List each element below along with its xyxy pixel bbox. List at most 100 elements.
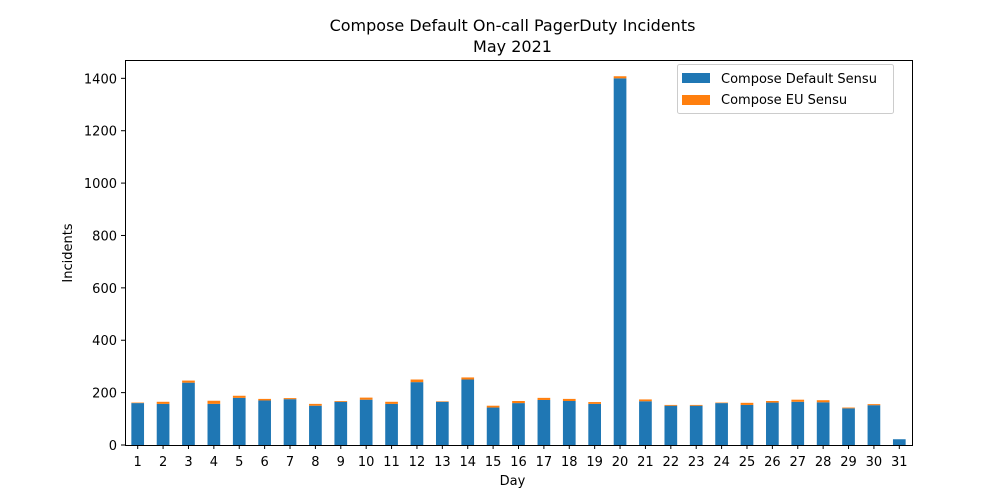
bar-default-sensu-day-5 (232, 397, 246, 445)
x-tick-label: 23 (688, 455, 705, 470)
bar-default-sensu-day-28 (816, 402, 830, 445)
legend-frame (677, 64, 894, 114)
x-tick-label: 7 (286, 455, 294, 470)
bar-default-sensu-day-3 (182, 382, 195, 445)
bar-default-sensu-day-2 (156, 403, 170, 445)
x-tick-label: 25 (739, 455, 756, 470)
bar-eu-sensu-day-30 (867, 404, 881, 406)
legend-swatch-eu-sensu (682, 95, 710, 105)
bar-eu-sensu-day-29 (842, 407, 855, 409)
plot-frame (125, 60, 913, 446)
x-tick-label: 29 (840, 455, 857, 470)
bar-eu-sensu-day-23 (689, 404, 703, 406)
bar-default-sensu-day-7 (283, 399, 297, 445)
x-tick-label: 24 (713, 455, 730, 470)
bar-default-sensu-day-20 (613, 78, 627, 445)
bar-eu-sensu-day-15 (486, 405, 500, 408)
y-tick-label: 200 (92, 387, 117, 402)
y-tick-label: 1400 (84, 72, 117, 87)
bar-default-sensu-day-11 (385, 403, 398, 445)
bar-eu-sensu-day-21 (639, 399, 652, 402)
bar-eu-sensu-day-26 (766, 401, 779, 403)
x-tick-label: 5 (235, 455, 243, 470)
legend: Compose Default Sensu Compose EU Sensu (677, 64, 894, 114)
x-tick-label: 26 (764, 455, 781, 470)
x-tick-label: 12 (409, 455, 426, 470)
bar-default-sensu-day-1 (131, 403, 145, 445)
x-tick-label: 8 (311, 455, 319, 470)
x-tick-label: 30 (866, 455, 883, 470)
bar-default-sensu-day-13 (435, 401, 449, 445)
bar-default-sensu-day-29 (842, 408, 855, 445)
bar-default-sensu-day-21 (639, 401, 652, 445)
x-tick-label: 22 (663, 455, 680, 470)
bar-default-sensu-day-14 (461, 379, 475, 445)
bar-eu-sensu-day-12 (410, 379, 424, 383)
x-tick-label: 1 (134, 455, 142, 470)
bar-default-sensu-day-19 (588, 403, 601, 445)
x-tick-label: 4 (210, 455, 218, 470)
bar-default-sensu-day-8 (309, 405, 322, 445)
bar-eu-sensu-day-8 (309, 403, 322, 406)
x-tick-label: 13 (434, 455, 451, 470)
y-tick-label: 800 (92, 229, 117, 244)
bar-default-sensu-day-6 (258, 400, 271, 445)
bar-default-sensu-day-27 (791, 401, 805, 445)
bar-eu-sensu-day-25 (740, 402, 754, 405)
x-tick-label: 17 (536, 455, 553, 470)
bar-eu-sensu-day-27 (791, 399, 805, 402)
x-tick-label: 2 (159, 455, 167, 470)
legend-label-default-sensu: Compose Default Sensu (721, 72, 877, 87)
bar-default-sensu-day-22 (664, 405, 678, 445)
bar-default-sensu-day-16 (512, 403, 525, 445)
bar-default-sensu-day-24 (715, 403, 728, 445)
bar-default-sensu-day-9 (334, 401, 348, 445)
bar-eu-sensu-day-2 (156, 401, 170, 404)
bar-default-sensu-day-26 (766, 402, 779, 445)
x-tick-label: 20 (612, 455, 629, 470)
bar-default-sensu-day-10 (359, 399, 373, 445)
x-tick-label: 28 (815, 455, 832, 470)
bar-default-sensu-day-15 (486, 407, 500, 445)
bar-eu-sensu-day-1 (131, 402, 145, 404)
x-tick-label: 3 (184, 455, 192, 470)
x-tick-label: 9 (337, 455, 345, 470)
bar-eu-sensu-day-17 (537, 397, 551, 400)
x-tick-label: 31 (891, 455, 908, 470)
bar-eu-sensu-day-9 (334, 401, 348, 402)
x-tick-label: 15 (485, 455, 502, 470)
bar-default-sensu-day-25 (740, 404, 754, 445)
x-axis: 1 2 3 4 5 6 7 8 9 10 11 12 13 14 15 16 17 18 19 20 21 22 23 24 2… (134, 445, 908, 470)
bar-eu-sensu-day-10 (359, 397, 373, 400)
bar-eu-sensu-day-28 (816, 400, 830, 403)
y-tick-label: 1200 (84, 125, 117, 140)
x-tick-label: 18 (561, 455, 578, 470)
bar-default-sensu-day-18 (562, 401, 576, 445)
bar-eu-sensu-day-3 (182, 380, 195, 383)
bar-eu-sensu-day-16 (512, 401, 525, 404)
x-tick-label: 6 (260, 455, 268, 470)
bar-eu-sensu-day-13 (435, 401, 449, 402)
x-tick-label: 10 (358, 455, 375, 470)
bar-eu-sensu-day-22 (664, 404, 678, 406)
bar-default-sensu-day-4 (207, 403, 221, 445)
x-tick-label: 11 (383, 455, 400, 470)
bar-eu-sensu-day-18 (562, 398, 576, 401)
legend-label-eu-sensu: Compose EU Sensu (721, 93, 847, 108)
x-tick-label: 16 (510, 455, 527, 470)
bars-layer (131, 76, 906, 445)
bar-eu-sensu-day-5 (232, 395, 246, 398)
y-tick-label: 400 (92, 334, 117, 349)
x-tick-label: 19 (586, 455, 603, 470)
bar-eu-sensu-day-6 (258, 398, 271, 401)
y-axis-label: Incidents (61, 223, 76, 282)
y-tick-label: 0 (109, 439, 117, 454)
bar-eu-sensu-day-11 (385, 401, 398, 404)
bar-default-sensu-day-23 (689, 405, 703, 445)
bar-eu-sensu-day-7 (283, 398, 297, 400)
x-axis-label: Day (500, 474, 526, 489)
bar-default-sensu-day-17 (537, 399, 551, 445)
chart-title: Compose Default On-call PagerDuty Incide… (330, 16, 696, 35)
bar-default-sensu-day-30 (867, 405, 881, 445)
